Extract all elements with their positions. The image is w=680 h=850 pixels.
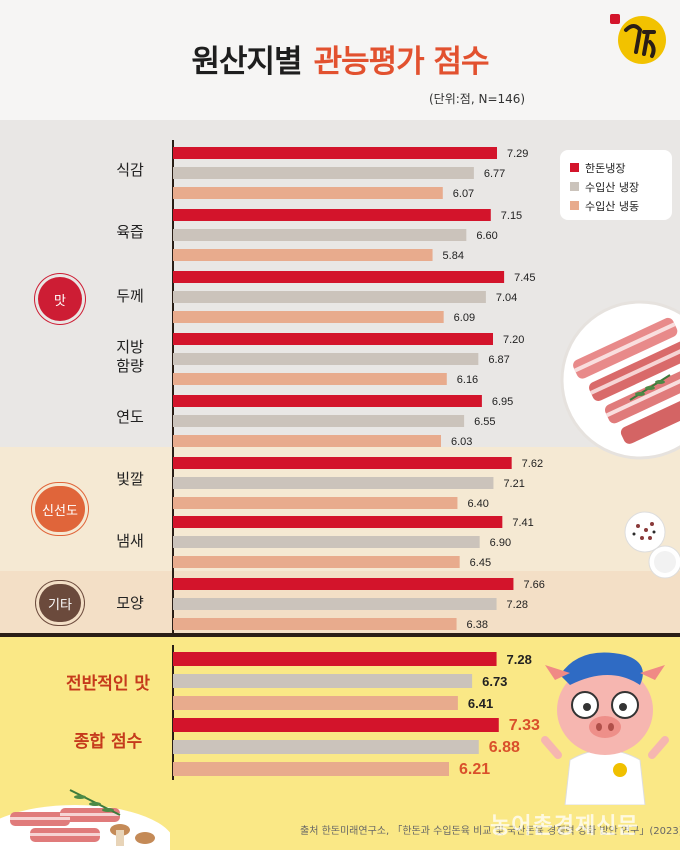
bar-5-0 (173, 457, 512, 469)
legend-swatch (570, 163, 579, 172)
bar-6-1 (173, 536, 480, 548)
bar-value-label-5-2: 6.40 (467, 498, 488, 510)
pork-dish-illustration (0, 789, 170, 850)
bar-value-label-1-1: 6.60 (476, 230, 497, 242)
legend-label: 수입산 냉장 (585, 180, 640, 194)
bar-value-label-8-0: 7.28 (507, 652, 532, 667)
bar-5-2 (173, 497, 458, 509)
bar-value-label-9-1: 6.88 (489, 739, 520, 756)
bar-8-1 (173, 674, 473, 688)
bar-6-0 (173, 516, 503, 528)
chart-legend: 한돈냉장 수입산 냉장 수입산 냉동 (560, 150, 672, 220)
bar-8-2 (173, 696, 458, 710)
bar-value-label-0-1: 6.77 (484, 168, 505, 180)
bar-value-label-2-0: 7.45 (514, 272, 535, 284)
pork-plate-illustration (560, 300, 680, 460)
category-label-color: 빛깔 (116, 470, 144, 488)
bar-value-label-8-2: 6.41 (468, 696, 493, 711)
chart-title: 원산지별 관능평가 점수 (0, 36, 680, 81)
unit-note: (단위:점, N=146) (429, 92, 526, 106)
bar-0-2 (173, 187, 443, 199)
bar-7-0 (173, 578, 514, 590)
group-badge-freshness: 신선도 (35, 486, 85, 532)
bar-7-1 (173, 598, 497, 610)
bar-6-2 (173, 556, 460, 568)
bar-value-label-2-2: 6.09 (454, 312, 475, 324)
title-part1: 원산지별 (191, 44, 302, 80)
bar-4-2 (173, 435, 441, 447)
bar-1-0 (173, 209, 491, 221)
category-label-juiciness: 육즙 (116, 223, 144, 241)
bar-7-2 (173, 618, 457, 630)
bar-value-label-7-1: 7.28 (507, 599, 528, 611)
bar-9-1 (173, 740, 479, 754)
bar-value-label-4-2: 6.03 (451, 436, 472, 448)
bar-value-label-7-0: 7.66 (523, 579, 544, 591)
header (0, 0, 680, 120)
bar-0-1 (173, 167, 474, 179)
bar-3-2 (173, 373, 447, 385)
legend-item-korean-chilled: 한돈냉장 (570, 158, 664, 177)
bar-3-1 (173, 353, 479, 365)
bar-value-label-8-1: 6.73 (482, 674, 507, 689)
category-label-thickness: 두께 (116, 287, 144, 305)
bar-5-1 (173, 477, 494, 489)
bar-value-label-6-1: 6.90 (490, 537, 511, 549)
group-badge-etc: 기타 (39, 584, 81, 622)
salt-pepper-bowls (624, 511, 680, 579)
pig-mascot-illustration (541, 652, 669, 805)
title-part2: 관능평가 점수 (313, 44, 490, 80)
bar-value-label-3-0: 7.20 (503, 334, 524, 346)
bar-value-label-6-2: 6.45 (470, 557, 491, 569)
source-note: 출처 한돈미래연구소, 「한돈과 수입돈육 비교 및 국산돈육 경쟁력 강화 방… (300, 826, 680, 837)
legend-swatch (570, 201, 579, 210)
bar-value-label-4-1: 6.55 (474, 416, 495, 428)
bar-value-label-5-1: 7.21 (503, 478, 524, 490)
legend-swatch (570, 182, 579, 191)
bar-value-label-4-0: 6.95 (492, 396, 513, 408)
bar-value-label-0-0: 7.29 (507, 148, 528, 160)
bar-9-0 (173, 718, 499, 732)
bar-2-0 (173, 271, 505, 283)
bar-2-2 (173, 311, 444, 323)
category-axis-bottom (172, 645, 174, 780)
category-label-tenderness: 연도 (116, 408, 144, 426)
category-label-texture: 식감 (116, 161, 144, 179)
bar-0-0 (173, 147, 497, 159)
bar-value-label-2-1: 7.04 (496, 292, 517, 304)
bar-1-2 (173, 249, 433, 261)
category-axis-top (172, 140, 174, 633)
bar-9-2 (173, 762, 449, 776)
bar-value-label-9-2: 6.21 (459, 761, 490, 778)
bar-value-label-9-0: 7.33 (509, 717, 540, 734)
bar-8-0 (173, 652, 497, 666)
watermark: 농어촌경제신문 (490, 814, 639, 839)
bar-value-label-0-2: 6.07 (453, 188, 474, 200)
bar-value-label-5-0: 7.62 (522, 458, 543, 470)
bar-4-1 (173, 415, 465, 427)
legend-label: 한돈냉장 (585, 161, 626, 175)
bar-value-label-3-1: 6.87 (488, 354, 509, 366)
bar-value-label-7-2: 6.38 (467, 619, 488, 631)
bar-2-1 (173, 291, 486, 303)
bar-value-label-6-0: 7.41 (512, 517, 533, 529)
category-label-fat-content: 지방 함량 (116, 338, 144, 375)
bar-value-label-1-2: 5.84 (443, 250, 464, 262)
group-badge-taste: 맛 (38, 277, 82, 321)
bar-3-0 (173, 333, 493, 345)
category-label-total-score: 종합 점수 (73, 732, 143, 752)
bar-1-1 (173, 229, 467, 241)
category-label-overall-taste: 전반적인 맛 (65, 674, 151, 694)
category-label-shape: 모양 (116, 594, 144, 612)
bar-4-0 (173, 395, 482, 407)
legend-item-imported-chilled: 수입산 냉장 (570, 177, 664, 196)
brand-logo (610, 14, 666, 64)
legend-item-imported-frozen: 수입산 냉동 (570, 196, 664, 215)
legend-label: 수입산 냉동 (585, 199, 640, 213)
summary-divider (0, 633, 680, 637)
bar-value-label-3-2: 6.16 (457, 374, 478, 386)
bar-value-label-1-0: 7.15 (501, 210, 522, 222)
category-label-smell: 냄새 (116, 532, 144, 550)
